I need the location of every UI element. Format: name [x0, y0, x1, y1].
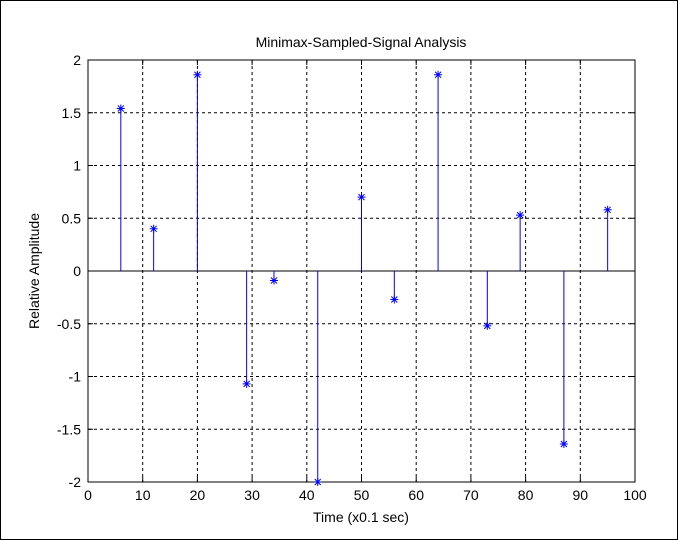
stem-marker: [149, 224, 158, 233]
stem-marker: [434, 70, 443, 79]
x-tick-label: 20: [190, 487, 206, 503]
x-tick-label: 100: [623, 487, 647, 503]
y-tick-label: -2: [69, 474, 82, 490]
stem-marker: [193, 70, 202, 79]
y-axis-label: Relative Amplitude: [26, 213, 42, 329]
chart-title: Minimax-Sampled-Signal Analysis: [256, 34, 467, 50]
y-tick-label: 1.5: [62, 105, 82, 121]
x-tick-label: 40: [299, 487, 315, 503]
x-tick-label: 90: [573, 487, 589, 503]
x-tick-label: 50: [354, 487, 370, 503]
y-tick-label: -1.5: [57, 421, 81, 437]
y-tick-label: -1: [69, 369, 82, 385]
y-tick-label: 1: [73, 158, 81, 174]
stem-marker: [269, 276, 278, 285]
x-tick-label: 70: [463, 487, 479, 503]
stem-marker: [357, 193, 366, 202]
x-tick-label: 80: [518, 487, 534, 503]
stem-marker: [603, 205, 612, 214]
stem-marker: [390, 295, 399, 304]
y-tick-label: 2: [73, 52, 81, 68]
stem-marker: [116, 104, 125, 113]
stem-marker: [313, 478, 322, 486]
y-tick-label: 0: [73, 263, 81, 279]
y-tick-label: -0.5: [57, 316, 81, 332]
stem-marker: [516, 211, 525, 220]
x-axis-label: Time (x0.1 sec): [313, 509, 409, 525]
stem-marker: [483, 321, 492, 330]
stem-marker: [559, 440, 568, 449]
x-tick-label: 10: [135, 487, 151, 503]
x-tick-label: 0: [84, 487, 92, 503]
x-tick-label: 30: [244, 487, 260, 503]
x-tick-label: 60: [408, 487, 424, 503]
y-tick-label: 0.5: [62, 210, 82, 226]
stem-marker: [242, 379, 251, 388]
